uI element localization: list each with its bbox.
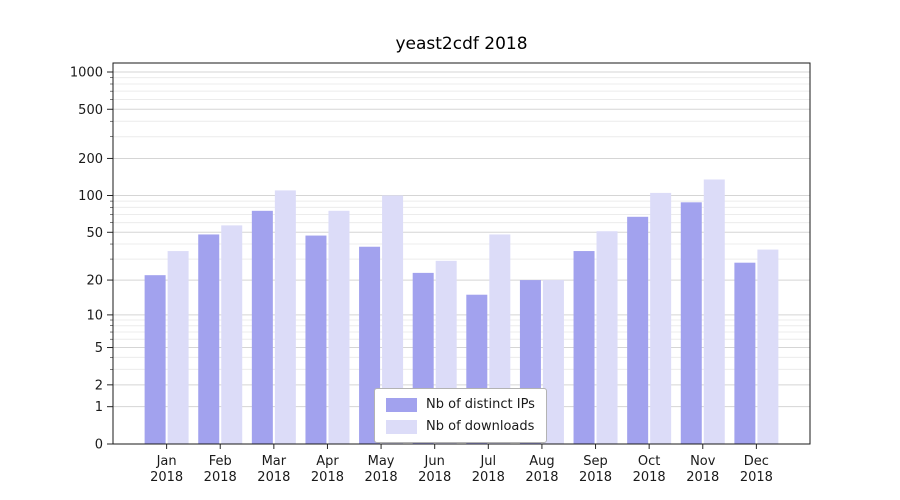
x-axis-tick-label: 2018 (257, 470, 290, 485)
x-axis-tick-label: 2018 (472, 470, 505, 485)
bar-distinct-ips-11 (734, 262, 756, 444)
bar-downloads-1 (221, 225, 243, 444)
bar-distinct-ips-10 (680, 202, 702, 444)
x-axis-tick-label: Jun (424, 454, 445, 469)
x-axis-tick-label: 2018 (633, 470, 666, 485)
x-axis-tick-label: Oct (638, 454, 660, 469)
x-axis-tick-label: Jul (479, 454, 496, 469)
bar-downloads-4 (382, 195, 404, 444)
bar-distinct-ips-0 (144, 275, 166, 444)
y-axis-tick-label: 50 (86, 226, 103, 241)
x-axis-tick-label: Apr (316, 454, 339, 469)
legend-item-downloads: Nb of downloads (386, 419, 535, 434)
y-axis-tick-label: 200 (78, 152, 103, 167)
bar-downloads-11 (757, 249, 779, 444)
bar-downloads-3 (328, 210, 350, 444)
x-axis-tick-label: Sep (583, 454, 608, 469)
x-axis-tick-label: 2018 (686, 470, 719, 485)
bar-downloads-2 (274, 190, 296, 444)
y-axis-tick-label: 20 (86, 274, 103, 289)
bar-distinct-ips-8 (573, 251, 595, 444)
x-axis-tick-label: Feb (209, 454, 232, 469)
x-axis-tick-label: 2018 (525, 470, 558, 485)
x-axis-tick-label: 2018 (365, 470, 398, 485)
x-axis-tick-label: 2018 (740, 470, 773, 485)
bar-distinct-ips-2 (251, 210, 273, 444)
x-axis-tick-label: 2018 (150, 470, 183, 485)
x-axis-tick-label: Mar (262, 454, 287, 469)
legend-swatch-downloads (386, 419, 417, 434)
bar-distinct-ips-9 (627, 216, 649, 444)
bar-distinct-ips-3 (305, 235, 327, 444)
legend-item-distinct-ips: Nb of distinct IPs (386, 397, 535, 412)
y-axis-tick-label: 100 (78, 189, 103, 204)
bar-downloads-9 (650, 192, 672, 444)
legend-swatch-distinct-ips (386, 397, 417, 412)
plot-border (112, 62, 811, 445)
y-axis-tick-label: 0 (95, 438, 103, 453)
x-axis-tick-label: 2018 (579, 470, 612, 485)
legend: Nb of distinct IPs Nb of downloads (374, 388, 547, 443)
x-axis-tick-label: Jan (156, 454, 177, 469)
y-axis-tick-label: 10 (86, 308, 103, 323)
legend-label-downloads: Nb of downloads (426, 419, 535, 434)
y-axis-tick-label: 1000 (70, 66, 103, 81)
x-axis-tick-label: 2018 (418, 470, 451, 485)
x-axis-tick-label: Aug (529, 454, 554, 469)
x-axis-tick-label: 2018 (204, 470, 237, 485)
bar-downloads-0 (167, 251, 189, 444)
bar-downloads-10 (703, 179, 725, 445)
y-axis-tick-label: 500 (78, 103, 103, 118)
x-axis-tick-label: May (368, 454, 395, 469)
y-axis-tick-label: 1 (95, 400, 103, 415)
bar-distinct-ips-1 (198, 234, 220, 444)
x-axis-tick-label: 2018 (311, 470, 344, 485)
y-axis-tick-label: 2 (95, 378, 103, 393)
legend-label-distinct-ips: Nb of distinct IPs (426, 397, 535, 412)
x-axis-tick-label: Dec (744, 454, 769, 469)
chart-title: yeast2cdf 2018 (395, 34, 528, 54)
x-axis-tick-label: Nov (690, 454, 716, 469)
bar-downloads-7 (542, 280, 564, 444)
y-axis-tick-label: 5 (95, 341, 103, 356)
bar-downloads-8 (596, 231, 618, 444)
